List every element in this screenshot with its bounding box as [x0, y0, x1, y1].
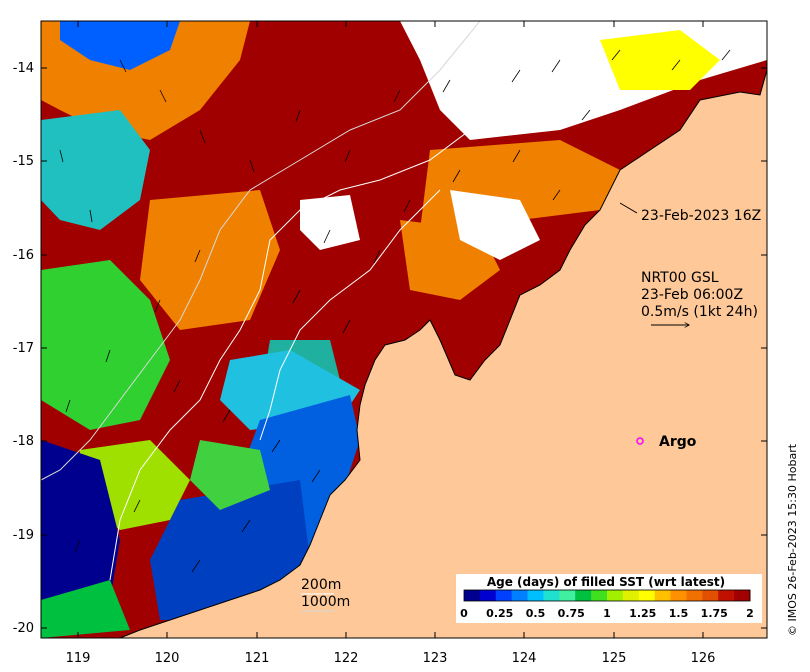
- sst-patch-navy-sw: [41, 440, 120, 620]
- colorbar-tick-label: 0.5: [526, 607, 546, 620]
- sst-patch-green-sw: [41, 580, 130, 638]
- colorbar-swatch: [702, 590, 719, 601]
- sst-patch-blue-nw: [60, 21, 180, 70]
- colorbar-tick-label: 1: [603, 607, 611, 620]
- lon-label: 121: [245, 651, 270, 666]
- depth-legend-200m: 200m: [301, 577, 341, 593]
- colorbar-ticks: 0 0.25 0.5 0.75 1 1.25 1.5 1.75 2: [460, 607, 754, 620]
- lat-label: -15: [13, 154, 34, 169]
- lon-label: 120: [155, 651, 180, 666]
- lon-label: 123: [423, 651, 448, 666]
- colorbar-tick-label: 0.75: [558, 607, 585, 620]
- lon-label: 126: [691, 651, 716, 666]
- sst-patch-green-w: [41, 260, 170, 430]
- colorbar-swatch: [686, 590, 703, 601]
- sst-patch-green-lower: [190, 440, 270, 510]
- lat-label: -20: [13, 621, 34, 636]
- colorbar-swatch: [638, 590, 656, 601]
- colorbar-swatch: [479, 590, 497, 601]
- sst-patch-cloud-white-c: [300, 195, 360, 250]
- contour-200m: [109, 21, 561, 581]
- colorbar-tick-label: 1.75: [701, 607, 728, 620]
- colorbar-swatch: [527, 590, 544, 601]
- current-model-label: NRT00 GSL: [641, 270, 719, 286]
- sst-patch-yellow-ne: [600, 30, 720, 90]
- colorbar-swatch: [622, 590, 640, 601]
- pass-time-pointer: [619, 202, 638, 214]
- argo-float-marker: [636, 437, 644, 445]
- lat-label: -14: [13, 61, 34, 76]
- colorbar-tick-label: 0.25: [486, 607, 513, 620]
- colorbar-swatch: [511, 590, 529, 601]
- current-time-label: 23-Feb 06:00Z: [641, 287, 743, 303]
- lat-label: -17: [13, 341, 34, 356]
- current-vectors: [59, 49, 731, 573]
- contour-200m-inner: [259, 189, 441, 441]
- sst-patch-cyan-nw: [41, 110, 150, 230]
- plot-area: [41, 21, 767, 638]
- lon-label: 122: [334, 651, 359, 666]
- lon-label: 124: [512, 651, 537, 666]
- colorbar-tick-label: 1.25: [629, 607, 656, 620]
- colorbar-swatch: [464, 590, 481, 601]
- lat-label: -18: [13, 434, 34, 449]
- colorbar-swatch: [718, 590, 735, 601]
- sst-patch-cloud-white-mid: [450, 190, 540, 260]
- colorbar-swatch: [559, 590, 576, 601]
- current-scale-label: 0.5m/s (1kt 24h): [641, 304, 758, 320]
- colorbar-frame: [463, 589, 751, 602]
- colorbar-swatch: [734, 590, 751, 601]
- colorbar-swatch: [654, 590, 672, 601]
- latitude-axis: [41, 67, 767, 629]
- colorbar-tick-label: 1.5: [669, 607, 689, 620]
- lon-label: 119: [66, 651, 91, 666]
- colorbar-swatch: [543, 590, 560, 601]
- colorbar-swatch: [495, 590, 513, 601]
- colorbar-title: Age (days) of filled SST (wrt latest): [487, 575, 725, 589]
- argo-label: Argo: [659, 434, 697, 450]
- colorbar-swatches: [464, 590, 751, 601]
- contour-1000m: [41, 21, 481, 481]
- colorbar-swatch: [575, 590, 592, 601]
- sst-patch-orange-central: [140, 190, 280, 330]
- colorbar-swatch: [607, 590, 624, 601]
- imos-credit: © IMOS 26-Feb-2023 15:30 Hobart: [786, 443, 799, 636]
- land-australia: [119, 69, 767, 638]
- depth-legend-1000m: 1000m: [301, 594, 350, 610]
- plot-frame: [40, 20, 768, 639]
- lat-label: -16: [13, 248, 34, 263]
- longitude-axis: [77, 21, 704, 638]
- lat-label: -19: [13, 528, 34, 543]
- lon-label: 125: [602, 651, 627, 666]
- colorbar-tick-label: 0: [460, 607, 468, 620]
- colorbar-swatch: [670, 590, 687, 601]
- pass-time-label: 23-Feb-2023 16Z: [641, 208, 761, 224]
- colorbar-tick-label: 2: [746, 607, 754, 620]
- colorbar-swatch: [591, 590, 608, 601]
